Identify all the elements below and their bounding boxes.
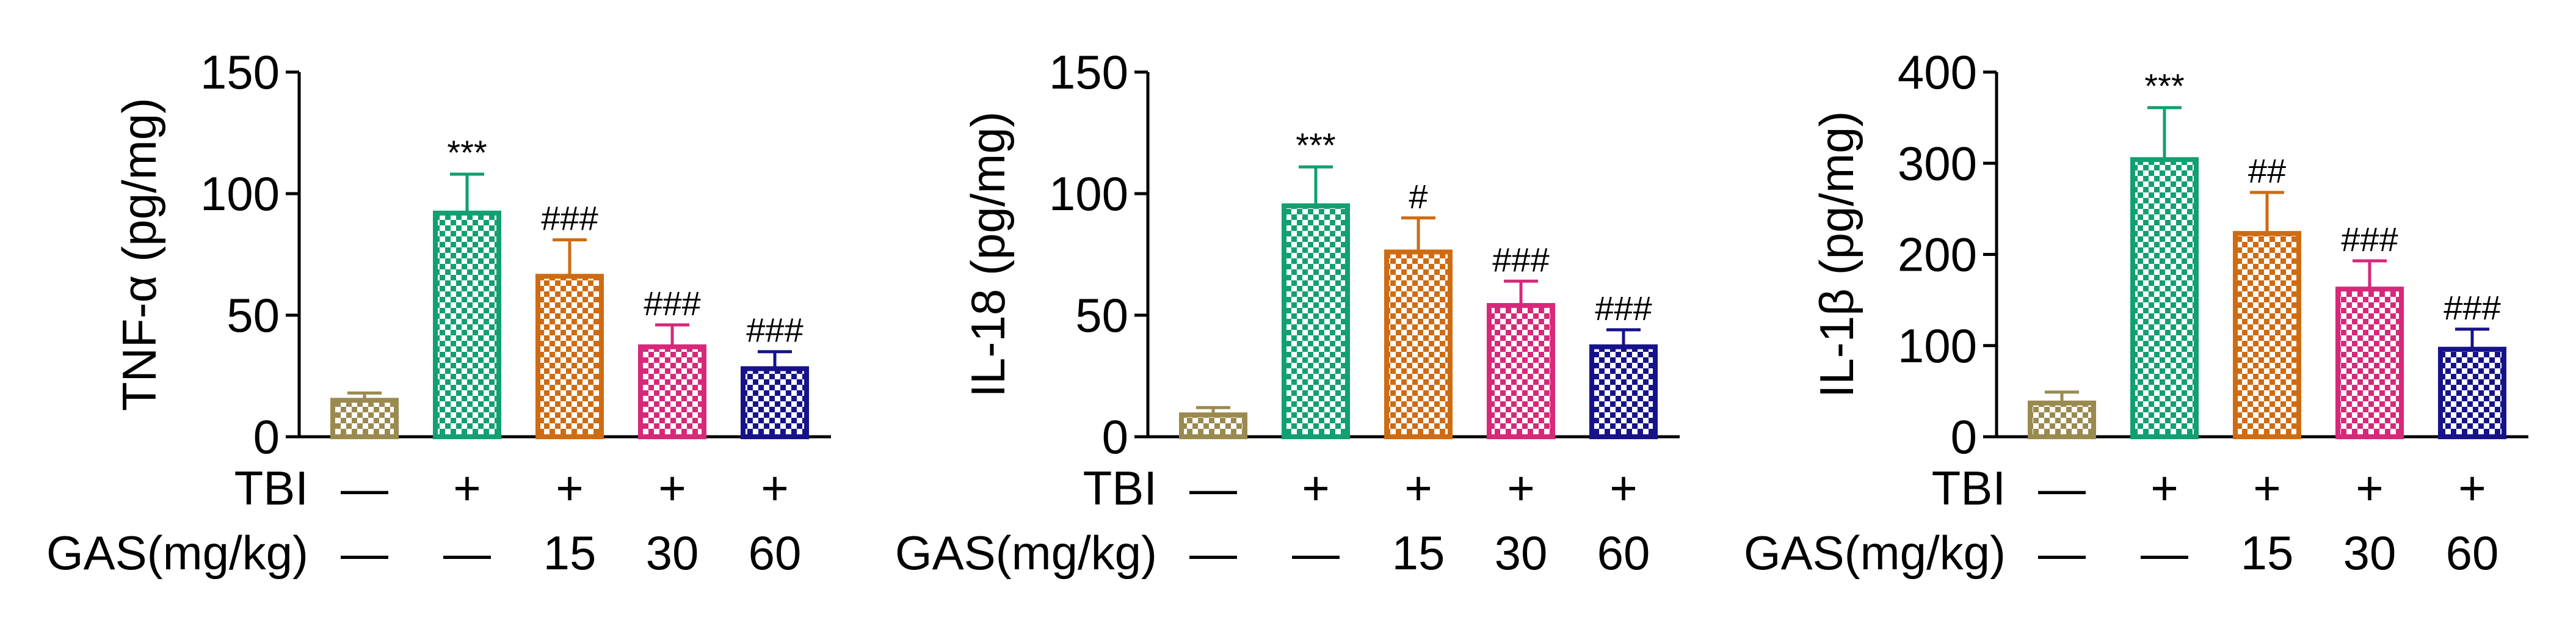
gas-cell: 30 (646, 526, 699, 580)
tbi-cell: + (2458, 461, 2486, 515)
significance-label: ### (2341, 220, 2398, 258)
bar (433, 210, 501, 439)
bar (2028, 400, 2096, 440)
y-tick-label: 0 (253, 410, 280, 464)
gas-cell: 15 (1392, 526, 1445, 580)
significance-label: *** (447, 133, 487, 172)
tbi-cell: + (1609, 461, 1638, 515)
y-axis-label: TNF-α (pg/mg) (112, 98, 166, 411)
gas-row-label: GAS(mg/kg) (1744, 526, 2006, 580)
significance-label: ### (1595, 289, 1652, 327)
tbi-cell: + (2253, 461, 2281, 515)
significance-label: ## (2248, 151, 2286, 190)
gas-cell: — (2141, 526, 2188, 580)
group-table: TBI GAS(mg/kg) — — + — +15 +30 +60 (1744, 461, 2498, 580)
y-tick-label: 100 (1049, 167, 1128, 221)
gas-cell: 60 (1597, 526, 1650, 580)
bar (1179, 412, 1247, 439)
bar (535, 274, 604, 439)
gas-cell: 60 (749, 526, 802, 580)
gas-cell: — (2038, 526, 2086, 580)
tbi-cell: + (453, 461, 481, 515)
y-tick-label: 200 (1898, 228, 1977, 282)
y-tick-label: 100 (200, 167, 280, 221)
gas-cell: — (443, 526, 491, 580)
tbi-cell: + (2356, 461, 2384, 515)
y-tick-label: 150 (1049, 45, 1128, 99)
y-tick-label: 50 (1075, 288, 1128, 342)
significance-label: *** (2144, 67, 2184, 105)
tbi-cell: + (1404, 461, 1432, 515)
tbi-cell: + (658, 461, 686, 515)
y-tick-label: 300 (1898, 136, 1977, 190)
bar (330, 398, 399, 439)
gas-cell: 30 (1495, 526, 1548, 580)
gas-row-label: GAS(mg/kg) (895, 526, 1157, 580)
bar (638, 344, 706, 439)
gas-cell: — (1292, 526, 1340, 580)
significance-label: *** (1296, 126, 1335, 164)
tbi-row-label: TBI (1932, 461, 2006, 515)
y-tick-label: 0 (1102, 410, 1128, 464)
tbi-cell: + (1302, 461, 1330, 515)
y-tick-label: 150 (200, 45, 280, 99)
bar (2438, 346, 2506, 439)
tbi-row-label: TBI (1083, 461, 1157, 515)
bar (1384, 249, 1453, 439)
bar (1282, 203, 1350, 439)
group-table: TBI GAS(mg/kg) — — + — +15 +30 +60 (46, 461, 801, 580)
tbi-cell: + (2150, 461, 2179, 515)
tbi-cell: — (341, 461, 388, 515)
tbi-cell: + (1507, 461, 1535, 515)
bar (2233, 231, 2301, 439)
y-axis-label: IL-1β (pg/mg) (1810, 111, 1863, 398)
significance-label: ### (2444, 288, 2500, 327)
bar (2130, 157, 2199, 439)
tbi-cell: + (556, 461, 584, 515)
panel-1: 0 50 100 150 TNF-α (pg/mg) *** ### ### ### TBI GAS… (46, 45, 831, 580)
group-table: TBI GAS(mg/kg) — — + — +15 +30 +60 (895, 461, 1650, 580)
gas-cell: — (1189, 526, 1237, 580)
bar (2335, 286, 2404, 439)
bar (1589, 344, 1658, 439)
tbi-row-label: TBI (234, 461, 308, 515)
significance-label: ### (746, 311, 803, 349)
gas-row-label: GAS(mg/kg) (46, 526, 308, 580)
y-tick-label: 100 (1898, 319, 1977, 373)
y-tick-label: 400 (1898, 45, 1977, 99)
gas-cell: 30 (2343, 526, 2396, 580)
tbi-cell: — (2038, 461, 2086, 515)
gas-cell: 60 (2446, 526, 2499, 580)
gas-cell: 15 (2241, 526, 2294, 580)
bar (741, 366, 809, 439)
significance-label: ### (1492, 240, 1549, 279)
significance-label: ### (541, 199, 598, 238)
y-tick-label: 50 (227, 288, 280, 342)
bar (1487, 303, 1555, 439)
significance-label: # (1409, 177, 1428, 216)
tbi-cell: + (761, 461, 789, 515)
y-axis-label: IL-18 (pg/mg) (961, 111, 1015, 397)
gas-cell: — (341, 526, 388, 580)
significance-label: ### (644, 284, 700, 323)
tbi-cell: — (1189, 461, 1237, 515)
y-tick-label: 0 (1951, 410, 1977, 464)
gas-cell: 15 (543, 526, 597, 580)
